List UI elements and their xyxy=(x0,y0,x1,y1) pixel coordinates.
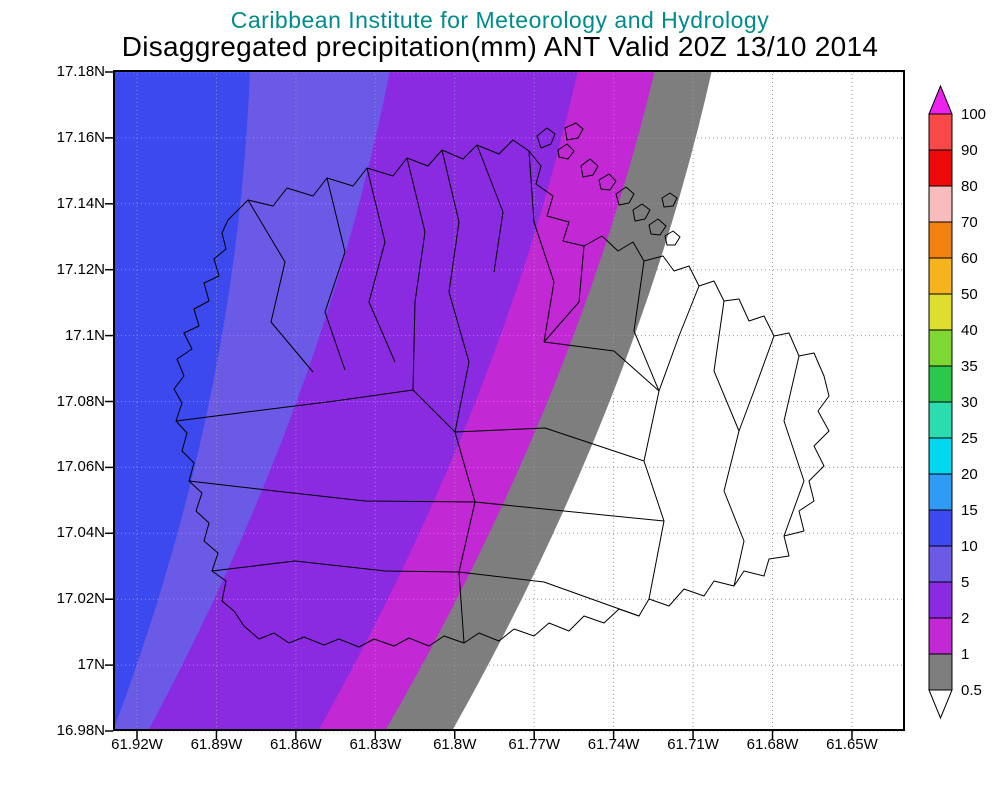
colorbar-segment xyxy=(928,221,953,259)
offshore-islets xyxy=(536,122,681,246)
lat-tick-label: 16.98N xyxy=(56,722,105,739)
colorbar-tick-label: 50 xyxy=(961,286,978,303)
lat-tick-label: 17.12N xyxy=(56,260,105,278)
lat-tick-label: 17.02N xyxy=(56,590,105,608)
colorbar-tick-label: 15 xyxy=(961,502,978,519)
plot-border xyxy=(113,70,905,731)
lon-tick-label: 61.89W xyxy=(190,736,243,753)
colorbar-segment xyxy=(928,509,953,547)
colorbar-segment xyxy=(928,185,953,223)
lon-tick-label: 61.77W xyxy=(508,736,561,753)
lat-tick-label: 17.04N xyxy=(56,524,105,542)
map-plot-area xyxy=(105,70,905,739)
colorbar-segment xyxy=(928,293,953,331)
colorbar-bottom-arrow xyxy=(928,689,953,720)
lon-tick-label: 61.83W xyxy=(349,736,402,753)
colorbar-tick-label: 70 xyxy=(961,214,978,231)
lon-tick-label: 61.68W xyxy=(746,736,799,753)
colorbar-segment xyxy=(928,437,953,475)
page-title-line2: Disaggregated precipitation(mm) ANT Vali… xyxy=(121,31,879,62)
colorbar-top-arrow xyxy=(928,84,953,115)
colorbar-tick-label: 10 xyxy=(961,538,978,555)
colorbar-segment xyxy=(928,545,953,583)
lat-tick-label: 17.06N xyxy=(56,458,105,476)
colorbar-tick-label: 80 xyxy=(961,178,978,195)
lon-tick-label: 61.8W xyxy=(433,736,477,753)
colorbar-tick-label: 90 xyxy=(961,142,978,159)
colorbar-segment xyxy=(928,401,953,439)
precipitation-bands xyxy=(113,70,905,731)
colorbar-tick-label: 20 xyxy=(961,466,978,483)
colorbar-segment xyxy=(928,149,953,187)
colorbar-segment xyxy=(928,329,953,367)
lat-tick-label: 17.16N xyxy=(56,128,105,146)
colorbar-tick-label: 25 xyxy=(961,430,978,447)
lon-tick-label: 61.92W xyxy=(111,736,163,753)
colorbar-segment xyxy=(928,257,953,295)
axis-ticks xyxy=(105,71,853,739)
colorbar-segment xyxy=(928,113,953,151)
lon-tick-label: 61.86W xyxy=(270,736,322,753)
lat-tick-label: 17.08N xyxy=(56,392,105,410)
colorbar-tick-label: 100 xyxy=(961,106,986,123)
antigua-coastline xyxy=(173,122,830,648)
colorbar: 100 90 80 70 60 50 40 35 30 25 20 15 10 5 2 1 0.5 xyxy=(928,84,986,720)
colorbar-segment xyxy=(928,581,953,619)
lat-tick-label: 17N xyxy=(77,656,105,674)
colorbar-tick-label: 60 xyxy=(961,250,978,267)
colorbar-segment xyxy=(928,653,953,691)
colorbar-segment xyxy=(928,473,953,511)
colorbar-tick-label: 2 xyxy=(961,610,969,627)
colorbar-tick-label: 40 xyxy=(961,322,978,339)
colorbar-tick-label: 5 xyxy=(961,574,969,591)
lon-tick-label: 61.74W xyxy=(587,736,640,753)
colorbar-tick-label: 1 xyxy=(961,646,969,663)
page-title-line1: Caribbean Institute for Meteorology and … xyxy=(230,7,770,33)
precip-band xyxy=(452,70,905,731)
colorbar-tick-label: 35 xyxy=(961,358,978,375)
lon-tick-label: 61.71W xyxy=(667,736,719,753)
colorbar-tick-label: 0.5 xyxy=(961,682,982,699)
colorbar-tick-label: 30 xyxy=(961,394,978,411)
colorbar-segment xyxy=(928,365,953,403)
lat-tick-label: 17.1N xyxy=(64,326,105,344)
colorbar-layer: 100 90 80 70 60 50 40 35 30 25 20 15 10 5 2 1 0.5 xyxy=(928,84,986,720)
colorbar-segment xyxy=(928,617,953,655)
lat-tick-label: 17.18N xyxy=(56,63,105,80)
lon-tick-label: 61.65W xyxy=(826,736,878,753)
watershed-boundaries xyxy=(175,144,805,644)
lat-tick-label: 17.14N xyxy=(56,194,105,212)
